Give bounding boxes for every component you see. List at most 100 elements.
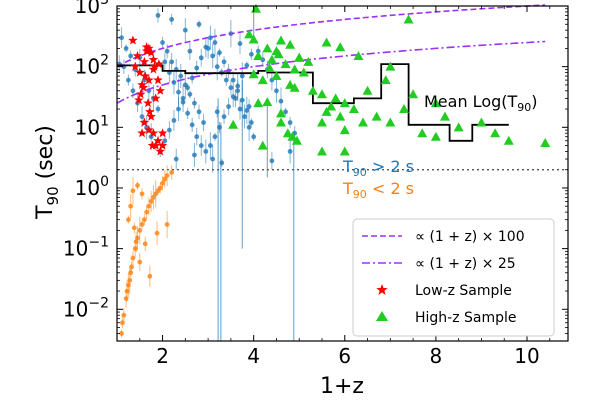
data-point [137, 227, 143, 233]
high-z-marker [326, 101, 337, 111]
data-point [235, 83, 241, 89]
annotation-below-threshold: T90 < 2 s [342, 179, 414, 201]
low-z-marker [135, 67, 145, 77]
low-z-marker [147, 140, 158, 150]
data-point [125, 77, 131, 83]
high-z-marker [248, 69, 259, 79]
data-point [230, 94, 236, 100]
data-point [119, 331, 124, 336]
high-z-marker [403, 14, 414, 24]
data-point [201, 120, 206, 125]
low-z-marker [140, 71, 150, 81]
annotation-above-pre: T [342, 157, 353, 176]
data-point [221, 59, 227, 65]
data-point [155, 12, 161, 18]
data-point [242, 114, 247, 120]
low-z-marker [141, 42, 152, 52]
data-point [131, 225, 137, 231]
data-point [210, 156, 216, 162]
data-point [123, 45, 129, 51]
low-z-marker [148, 64, 159, 74]
low-z-marker [132, 51, 143, 60]
data-point [230, 77, 236, 83]
data-point [207, 143, 213, 148]
high-z-marker [257, 75, 268, 85]
mean-label-close: ) [531, 92, 537, 111]
high-z-marker [276, 117, 286, 127]
x-tick-label: 8 [430, 344, 443, 368]
y-tick-label-exp: −2 [88, 295, 109, 311]
y-tick-label-base: 10 [75, 0, 100, 18]
data-point [121, 312, 127, 318]
high-z-marker [280, 59, 291, 69]
y-tick-label: 10−1 [63, 235, 109, 261]
low-z-marker [157, 140, 168, 150]
y-tick-label: 101 [75, 113, 109, 139]
data-point [144, 209, 150, 215]
data-point [139, 222, 145, 227]
high-z-marker [362, 85, 373, 95]
high-z-marker [430, 131, 441, 141]
data-point [139, 191, 145, 197]
high-z-marker [257, 140, 268, 150]
plot-frame [116, 5, 569, 342]
low-z-marker [144, 75, 154, 85]
high-z-marker [317, 89, 327, 99]
data-point [148, 199, 154, 204]
legend-marker-triangle [376, 311, 388, 321]
data-point [196, 109, 202, 115]
mean-label-main: Mean Log(T [424, 92, 518, 111]
data-point [162, 138, 168, 144]
data-point [287, 149, 293, 154]
data-point [123, 296, 129, 302]
low-z-marker [144, 125, 154, 135]
low-z-marker [137, 128, 147, 138]
red-series-layer [128, 35, 168, 156]
high-z-marker [358, 117, 368, 127]
data-point [187, 48, 193, 54]
high-z-marker [321, 106, 332, 116]
high-z-marker [453, 122, 464, 132]
y-tick-label-exp: −1 [88, 235, 109, 251]
high-z-marker [339, 146, 350, 156]
low-z-marker [144, 43, 154, 53]
annotation-below-pre: T [342, 179, 353, 198]
x-tick-label: 6 [338, 344, 351, 368]
data-point [198, 55, 204, 61]
data-point [221, 114, 227, 120]
legend-marker-star [376, 284, 388, 295]
data-point [182, 27, 188, 33]
high-z-marker [250, 3, 261, 13]
data-point [287, 120, 293, 125]
data-point [164, 48, 170, 54]
data-point [269, 158, 275, 164]
mean-label-sub: 90 [517, 101, 531, 114]
high-z-marker [244, 29, 255, 39]
data-point [154, 230, 160, 236]
legend-label-high-z: High-z Sample [415, 310, 517, 326]
data-point [155, 106, 161, 112]
data-point [173, 156, 179, 162]
high-z-marker [335, 42, 346, 52]
data-point [219, 160, 225, 166]
data-point [162, 59, 168, 65]
legend-label-dashed: ∝ (1 + z) × 100 [415, 229, 525, 245]
data-point [169, 17, 175, 22]
data-point [160, 40, 165, 45]
annotation-below-sub: 90 [353, 188, 367, 201]
data-point [128, 270, 134, 276]
high-z-marker [262, 97, 273, 107]
low-z-marker [143, 98, 153, 108]
low-z-marker [153, 75, 163, 85]
data-point [185, 85, 191, 91]
data-point [244, 62, 250, 68]
high-z-marker [339, 125, 350, 135]
high-z-marker [490, 128, 501, 138]
data-point [189, 122, 195, 128]
annotation-above-post: > 2 s [367, 157, 414, 176]
legend-label-low-z: Low-z Sample [415, 283, 512, 299]
low-z-marker [153, 135, 163, 145]
high-z-marker [248, 34, 259, 44]
high-z-marker [417, 128, 428, 138]
